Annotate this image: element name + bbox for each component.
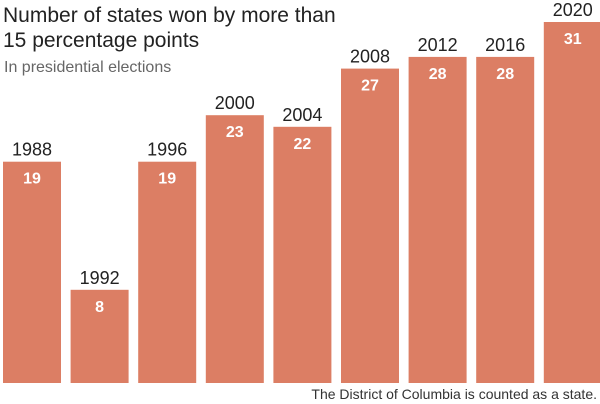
chart-subtitle: In presidential elections [4, 59, 171, 76]
bar-2012 [408, 56, 467, 384]
value-label-2008: 27 [361, 78, 379, 95]
labels-layer: 1988 19 1992 8 1996 19 2000 23 2004 22 2008 27 2012 2… [12, 0, 593, 316]
year-label-2012: 2012 [418, 35, 458, 55]
value-label-2004: 22 [294, 136, 312, 153]
bar-1992 [70, 289, 129, 383]
year-label-2016: 2016 [485, 35, 525, 55]
year-label-1996: 1996 [147, 140, 187, 160]
value-label-2020: 31 [564, 31, 582, 48]
year-label-1988: 1988 [12, 140, 52, 160]
chart-note: The District of Columbia is counted as a… [311, 386, 597, 402]
bar-2016 [476, 56, 535, 384]
value-label-2000: 23 [226, 124, 244, 141]
year-label-2000: 2000 [215, 93, 255, 113]
bar-2000 [205, 115, 264, 383]
year-label-1992: 1992 [80, 268, 120, 288]
chart-title-line-1: Number of states won by more than [3, 4, 336, 27]
value-label-1988: 19 [23, 171, 41, 188]
value-label-1992: 8 [95, 299, 104, 316]
bars-layer [3, 22, 600, 384]
year-label-2008: 2008 [350, 47, 390, 67]
bar-2004 [273, 126, 332, 384]
bar-1988 [3, 161, 61, 383]
value-label-2016: 28 [496, 66, 514, 83]
chart-title-line-2: 15 percentage points [3, 29, 199, 52]
year-label-2020: 2020 [553, 0, 593, 20]
year-label-2004: 2004 [282, 105, 322, 125]
bar-1996 [138, 161, 197, 383]
value-label-1996: 19 [158, 171, 176, 188]
bar-2020 [543, 22, 600, 383]
bar-2008 [341, 68, 399, 383]
value-label-2012: 28 [429, 66, 447, 83]
